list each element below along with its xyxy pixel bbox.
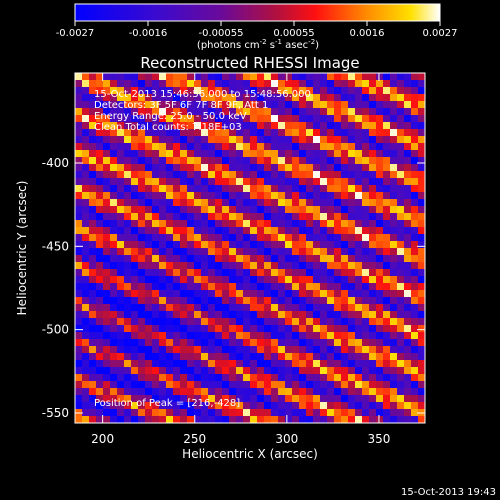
- x-tick-label: 300: [275, 432, 298, 446]
- x-tick-label: 250: [183, 432, 206, 446]
- plot-frame: [74, 72, 426, 424]
- y-axis-label: Heliocentric Y (arcsec): [15, 181, 29, 316]
- x-axis-tick-labels: 200 250 300 350: [91, 432, 390, 446]
- annotation-block: 15-Oct-2013 15:46:56.000 to 15:48:56.000…: [94, 89, 311, 133]
- colorbar-tick-label: -0.00055: [199, 28, 244, 39]
- x-axis-ticks: [102, 73, 380, 423]
- x-axis-label: Heliocentric X (arcsec): [182, 447, 318, 461]
- annotation-line: Detectors: 3F 5F 6F 7F 8F 9F, Att 1: [94, 100, 268, 111]
- y-axis-ticks: [75, 162, 425, 414]
- heatmap-field: [75, 73, 425, 423]
- chart-title: Reconstructed RHESSI Image: [140, 54, 359, 72]
- annotation-line: Energy Range: 25.0 - 50.0 keV: [94, 111, 247, 122]
- y-tick-label: -400: [42, 156, 69, 170]
- colorbar-tick-label: -0.0027: [56, 28, 95, 39]
- annotation-line: Clean Total counts: 7.18E+03: [94, 122, 242, 133]
- x-tick-label: 350: [367, 432, 390, 446]
- annotation-line: 15-Oct-2013 15:46:56.000 to 15:48:56.000: [94, 89, 311, 100]
- colorbar-labels: -0.0027 -0.0016 -0.00055 0.00055 0.0016 0.002…: [56, 28, 458, 39]
- x-tick-label: 200: [91, 432, 114, 446]
- colorbar-tick-label: -0.0016: [129, 28, 168, 39]
- y-axis-tick-labels: -400 -450 -500 -550: [42, 156, 69, 420]
- y-tick-label: -450: [42, 239, 69, 253]
- y-tick-label: -500: [42, 323, 69, 337]
- y-tick-label: -550: [42, 406, 69, 420]
- colorbar-tick-label: 0.0027: [423, 28, 458, 39]
- colorbar: [74, 3, 441, 22]
- colorbar-unit-label: (photons cm-2 s-1 asec-2): [197, 38, 319, 51]
- footer-timestamp: 15-Oct-2013 19:43: [401, 487, 496, 498]
- colorbar-tick-label: 0.00055: [273, 28, 314, 39]
- colorbar-tick-label: 0.0016: [350, 28, 385, 39]
- colorbar-ticks: [74, 21, 441, 26]
- peak-position-label: Position of Peak = [216,-428]: [94, 398, 240, 409]
